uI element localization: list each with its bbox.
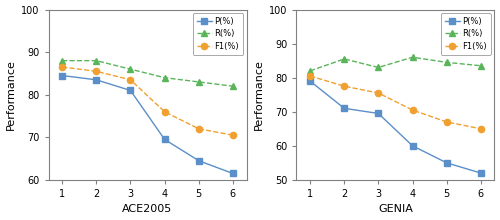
Line: F1(%): F1(%) xyxy=(59,64,236,138)
P(%) xyxy=(410,145,416,147)
P(%) xyxy=(94,79,100,81)
Line: R(%): R(%) xyxy=(307,54,484,74)
Legend: P(%), R(%), F1(%): P(%), R(%), F1(%) xyxy=(440,13,491,55)
R(%) xyxy=(128,68,134,70)
F1(%) xyxy=(444,121,450,123)
F1(%) xyxy=(307,75,313,77)
F1(%) xyxy=(376,92,382,94)
R(%) xyxy=(307,70,313,72)
F1(%) xyxy=(162,110,168,113)
Line: P(%): P(%) xyxy=(59,72,236,177)
Line: P(%): P(%) xyxy=(307,78,484,176)
Line: F1(%): F1(%) xyxy=(307,73,484,132)
P(%) xyxy=(196,159,202,162)
Y-axis label: Performance: Performance xyxy=(254,59,264,130)
F1(%) xyxy=(59,66,65,68)
P(%) xyxy=(444,161,450,164)
Y-axis label: Performance: Performance xyxy=(6,59,16,130)
X-axis label: GENIA: GENIA xyxy=(378,204,413,214)
R(%) xyxy=(444,61,450,64)
X-axis label: ACE2005: ACE2005 xyxy=(122,204,172,214)
P(%) xyxy=(376,112,382,115)
R(%) xyxy=(196,81,202,83)
R(%) xyxy=(376,66,382,69)
R(%) xyxy=(94,59,100,62)
P(%) xyxy=(162,138,168,141)
F1(%) xyxy=(94,70,100,73)
Line: R(%): R(%) xyxy=(59,57,236,89)
F1(%) xyxy=(128,79,134,81)
P(%) xyxy=(128,89,134,92)
F1(%) xyxy=(410,109,416,111)
P(%) xyxy=(478,172,484,174)
F1(%) xyxy=(196,127,202,130)
F1(%) xyxy=(478,127,484,130)
P(%) xyxy=(341,107,347,110)
P(%) xyxy=(307,80,313,82)
R(%) xyxy=(410,56,416,59)
R(%) xyxy=(478,64,484,67)
R(%) xyxy=(59,59,65,62)
P(%) xyxy=(59,74,65,77)
F1(%) xyxy=(341,85,347,88)
R(%) xyxy=(230,85,236,88)
R(%) xyxy=(162,76,168,79)
Legend: P(%), R(%), F1(%): P(%), R(%), F1(%) xyxy=(192,13,243,55)
F1(%) xyxy=(230,134,236,136)
R(%) xyxy=(341,58,347,60)
P(%) xyxy=(230,172,236,175)
